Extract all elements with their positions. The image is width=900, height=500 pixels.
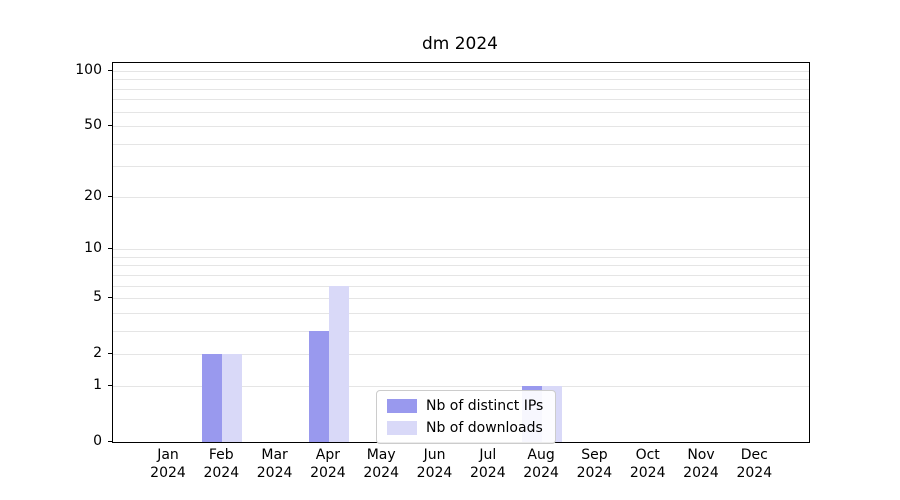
x-tick-year: 2024 <box>203 465 240 481</box>
y-tick-label: 50 <box>84 116 102 133</box>
x-tick-label-feb: Feb 2024 <box>189 446 253 482</box>
legend-label: Nb of distinct IPs <box>426 398 544 414</box>
plot-area: Nb of distinct IPs Nb of downloads <box>112 62 810 444</box>
bar-distinct-ips-apr <box>308 330 329 442</box>
gridline <box>113 256 809 258</box>
x-tick-label-sep: Sep 2024 <box>562 446 626 482</box>
x-tick-label-dec: Dec 2024 <box>722 446 786 482</box>
x-tick-month: Sep <box>581 447 608 463</box>
x-tick-year: 2024 <box>576 465 613 481</box>
chart-title: dm 2024 <box>421 34 499 54</box>
x-tick-year: 2024 <box>256 465 293 481</box>
y-tick-mark <box>108 297 112 298</box>
x-tick-year: 2024 <box>736 465 773 481</box>
gridline <box>113 165 809 167</box>
x-tick-year: 2024 <box>469 465 506 481</box>
gridline <box>113 312 809 314</box>
gridline <box>113 197 809 199</box>
x-tick-month: Jul <box>479 447 497 463</box>
y-tick-mark <box>108 124 112 126</box>
legend-row: Nb of distinct IPs <box>387 398 545 414</box>
legend-swatch-icon <box>387 421 417 435</box>
y-tick-mark <box>108 70 112 71</box>
y-tick-label: 5 <box>93 289 102 305</box>
gridline <box>113 249 809 251</box>
x-tick-label-may: May 2024 <box>349 446 413 482</box>
gridline <box>113 99 809 101</box>
legend-label: Nb of downloads <box>426 420 543 436</box>
bar-downloads-apr <box>328 285 349 442</box>
y-tick-mark <box>108 248 112 250</box>
y-tick-label: 0 <box>93 433 102 449</box>
x-tick-label-jul: Jul 2024 <box>456 446 520 482</box>
gridline <box>113 386 809 388</box>
x-tick-label-jun: Jun 2024 <box>403 446 467 482</box>
gridline <box>113 353 809 355</box>
x-tick-month: Apr <box>315 447 340 463</box>
x-tick-year: 2024 <box>310 465 346 481</box>
x-tick-label-oct: Oct 2024 <box>616 446 680 482</box>
y-tick-mark <box>108 352 112 354</box>
legend: Nb of distinct IPs Nb of downloads <box>376 390 556 444</box>
x-tick-year: 2024 <box>629 465 666 481</box>
x-tick-year: 2024 <box>150 465 186 481</box>
y-tick-mark <box>108 196 112 198</box>
x-tick-month: Nov <box>687 447 715 463</box>
y-tick-label: 2 <box>93 344 102 361</box>
legend-row: Nb of downloads <box>387 420 545 436</box>
y-tick-label: 100 <box>75 62 102 78</box>
gridline <box>113 298 809 299</box>
gridline <box>113 330 809 332</box>
bar-distinct-ips-feb <box>202 353 223 442</box>
x-tick-month: Oct <box>635 447 660 463</box>
x-tick-label-aug: Aug 2024 <box>509 446 573 482</box>
x-tick-label-mar: Mar 2024 <box>243 446 307 482</box>
gridline <box>113 125 809 127</box>
x-tick-year: 2024 <box>416 465 453 481</box>
gridline <box>113 79 809 81</box>
x-tick-label-nov: Nov 2024 <box>669 446 733 482</box>
gridline <box>113 111 809 113</box>
x-tick-year: 2024 <box>523 465 559 481</box>
legend-swatch-icon <box>387 399 417 413</box>
x-tick-month: Aug <box>527 447 555 463</box>
x-tick-year: 2024 <box>683 465 719 481</box>
gridline <box>113 71 809 72</box>
y-tick-mark <box>108 441 112 442</box>
x-tick-month: Mar <box>261 447 288 463</box>
x-tick-month: Feb <box>208 447 234 463</box>
x-tick-month: May <box>366 447 396 463</box>
gridline <box>113 265 809 267</box>
x-tick-label-apr: Apr 2024 <box>296 446 360 482</box>
y-tick-label: 20 <box>84 188 102 205</box>
gridline <box>113 285 809 287</box>
y-tick-label: 10 <box>84 240 102 257</box>
y-tick-label: 1 <box>93 377 102 394</box>
x-tick-month: Dec <box>740 447 768 463</box>
x-tick-month: Jan <box>157 447 179 463</box>
y-tick-mark <box>108 385 112 387</box>
gridline <box>113 88 809 90</box>
x-tick-label-jan: Jan 2024 <box>136 446 200 482</box>
gridline <box>113 274 809 276</box>
bar-downloads-feb <box>222 353 243 442</box>
x-tick-year: 2024 <box>363 465 399 481</box>
x-tick-month: Jun <box>423 447 446 463</box>
gridline <box>113 143 809 145</box>
